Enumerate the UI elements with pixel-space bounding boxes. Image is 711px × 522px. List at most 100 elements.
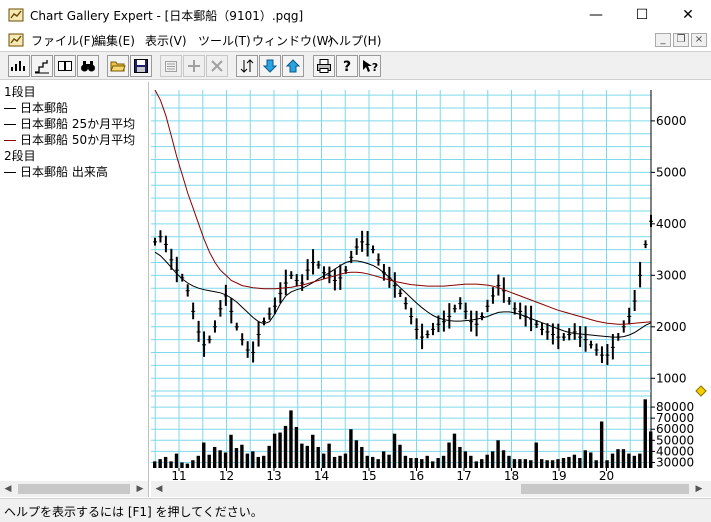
volume-bar — [616, 449, 620, 468]
x-tick-label: 15 — [361, 469, 376, 482]
volume-bar — [534, 442, 538, 468]
volume-bar — [605, 460, 609, 468]
volume-bar — [627, 453, 631, 468]
open-button[interactable] — [107, 55, 129, 77]
chart-scroll-right-icon[interactable]: ▶ — [695, 484, 703, 494]
legend-item[interactable]: 日本郵船 — [4, 100, 68, 116]
volume-bar — [480, 459, 484, 468]
menu-file[interactable]: ファイル(F) — [31, 34, 96, 48]
context-help-button[interactable]: ? — [359, 55, 381, 77]
volume-bar — [300, 443, 304, 468]
menu-window[interactable]: ウィンドウ(W) — [252, 34, 334, 48]
menu-edit[interactable]: 編集(E) — [94, 34, 135, 48]
maximize-button[interactable]: ☐ — [619, 0, 665, 30]
candlestick-chart-button[interactable] — [8, 55, 30, 77]
menu-help[interactable]: ヘルプ(H) — [327, 34, 382, 48]
legend-item[interactable]: 1段目 — [4, 84, 36, 100]
chart-scroll-left-icon[interactable]: ◀ — [155, 484, 163, 494]
step-chart-button[interactable] — [31, 55, 53, 77]
volume-bar — [572, 454, 577, 468]
properties-button[interactable] — [160, 55, 182, 77]
arrow-up-icon — [285, 59, 301, 73]
add-button[interactable] — [183, 55, 205, 77]
move-down-button[interactable] — [259, 55, 281, 77]
volume-bar — [196, 455, 201, 468]
legend-horizontal-scrollbar[interactable]: ◀ ▶ — [0, 481, 148, 497]
status-text: ヘルプを表示するには [F1] を押してください。 — [4, 505, 263, 519]
volume-bar — [332, 456, 337, 468]
volume-bar — [474, 461, 478, 468]
price-tick-label: 2000 — [656, 320, 687, 334]
volume-bar — [207, 454, 211, 468]
volume-bar — [556, 459, 560, 468]
mdi-restore-button[interactable]: ❐ — [673, 33, 689, 47]
volume-bar — [305, 445, 310, 468]
legend-item[interactable]: 2段目 — [4, 148, 36, 164]
properties-icon — [165, 61, 177, 72]
volume-tick-label: 50000 — [656, 433, 694, 447]
volume-bar — [376, 459, 380, 468]
x-tick-label: 12 — [219, 469, 234, 482]
move-up-button[interactable] — [282, 55, 304, 77]
save-button[interactable] — [130, 55, 152, 77]
legend-item[interactable]: 日本郵船 25か月平均 — [4, 116, 135, 132]
toolbar: ? ? — [0, 51, 711, 80]
volume-bar — [469, 455, 473, 468]
volume-tick-label: 80000 — [656, 400, 694, 414]
volume-bar — [485, 454, 489, 468]
moving-average-line — [154, 251, 652, 338]
volume-bar — [223, 452, 228, 468]
volume-bar — [283, 425, 288, 468]
volume-bar — [321, 453, 326, 468]
volume-bar — [561, 458, 566, 468]
scroll-thumb[interactable] — [18, 484, 130, 494]
app-icon — [8, 8, 24, 22]
sort-button[interactable] — [236, 55, 258, 77]
volume-bar — [327, 443, 331, 468]
menu-view[interactable]: 表示(V) — [145, 34, 187, 48]
volume-bar — [638, 453, 642, 468]
volume-tick-label: 30000 — [656, 455, 694, 469]
volume-bar — [420, 459, 424, 468]
legend-swatch — [4, 124, 16, 125]
volume-bar — [251, 451, 255, 468]
price-tick-label: 1000 — [656, 371, 687, 385]
legend-item[interactable]: 日本郵船 50か月平均 — [4, 132, 135, 148]
scroll-right-icon[interactable]: ▶ — [136, 484, 144, 494]
x-tick-label: 11 — [171, 469, 186, 482]
arrow-down-icon — [262, 59, 278, 73]
x-tick-label: 17 — [456, 469, 471, 482]
scroll-left-icon[interactable]: ◀ — [4, 484, 12, 494]
volume-bar — [387, 454, 391, 468]
help-button[interactable]: ? — [336, 55, 358, 77]
volume-bar — [163, 456, 168, 468]
volume-bar — [583, 450, 587, 468]
document-icon[interactable] — [8, 32, 24, 48]
volume-tick-label: 60000 — [656, 422, 694, 436]
mdi-close-button[interactable]: × — [691, 33, 707, 47]
menu-bar: ファイル(F) 編集(E) 表示(V) ツール(T) ウィンドウ(W) ヘルプ(… — [0, 30, 711, 50]
volume-bar — [311, 434, 315, 468]
title-bar[interactable]: Chart Gallery Expert - [日本郵船（9101）.pqg] … — [0, 0, 711, 30]
minimize-button[interactable]: — — [573, 0, 619, 30]
volume-bar — [430, 461, 435, 468]
volume-bar — [218, 450, 222, 468]
close-button[interactable]: ✕ — [665, 0, 711, 30]
mdi-minimize-button[interactable]: _ — [655, 33, 671, 47]
volume-bar — [354, 440, 359, 468]
menu-tools[interactable]: ツール(T) — [198, 34, 251, 48]
chart-horizontal-scrollbar[interactable]: ◀ ▶ — [151, 481, 711, 497]
volume-bar — [414, 458, 419, 468]
volume-bar — [501, 450, 506, 468]
chart-area[interactable]: 6000 5000 4000 3000 2000 1000 8000070000600005… — [151, 86, 711, 482]
volume-bar — [338, 455, 342, 468]
volume-bar — [425, 455, 429, 468]
find-button[interactable] — [77, 55, 99, 77]
delete-button[interactable] — [206, 55, 228, 77]
print-button[interactable] — [313, 55, 335, 77]
columns-button[interactable] — [54, 55, 76, 77]
chart-scroll-thumb[interactable] — [521, 484, 689, 494]
volume-bar — [365, 455, 369, 468]
volume-bar — [212, 446, 217, 468]
legend-item[interactable]: 日本郵船 出来高 — [4, 164, 108, 180]
